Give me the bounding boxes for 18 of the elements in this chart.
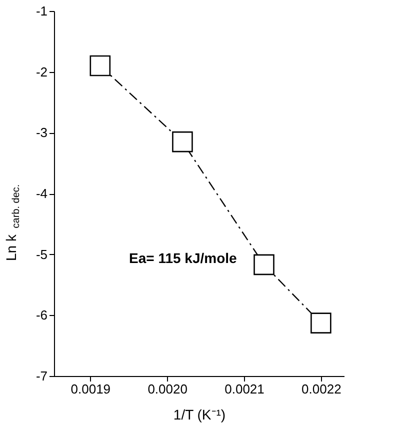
y-tick-label: -3: [36, 125, 48, 140]
point: [172, 131, 193, 152]
point: [90, 55, 111, 76]
annotation: Ea= 115 kJ/mole: [129, 250, 238, 266]
y-tick-label: -6: [36, 308, 48, 323]
x-axis-title: 1/T (K⁻¹): [173, 406, 226, 422]
y-tick-label: -7: [36, 368, 48, 384]
y-tick-label: -4: [36, 186, 48, 201]
y-tick-label: -1: [36, 4, 48, 18]
y-axis-title: Ln kcarb. dec.: [3, 184, 22, 261]
x-tick-label: 0.0022: [302, 382, 342, 396]
y-tick-label: -5: [36, 246, 48, 262]
x-tick-label: 0.0019: [70, 382, 111, 396]
y-tick-label: -2: [36, 64, 48, 80]
point: [254, 254, 274, 276]
x-tick-label: 0.0021: [224, 382, 264, 396]
x-tick-label: 0.0020: [148, 382, 188, 396]
point: [310, 312, 332, 334]
